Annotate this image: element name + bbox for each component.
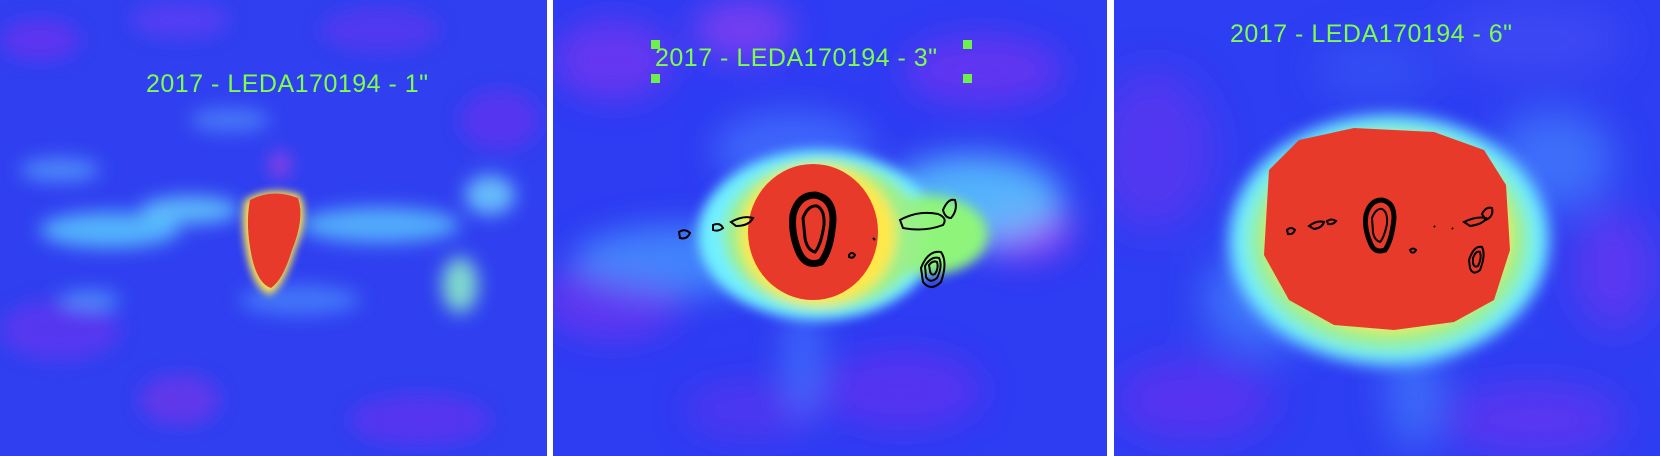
radio-map-3 bbox=[553, 0, 1107, 456]
source-peak bbox=[748, 164, 878, 300]
panel-title: 2017 - LEDA170194 - 1" bbox=[146, 70, 429, 98]
panel-title: 2017 - LEDA170194 - 6" bbox=[1230, 20, 1513, 48]
selection-handle[interactable] bbox=[651, 74, 660, 83]
noise-field bbox=[1114, 5, 1654, 455]
source-peak bbox=[247, 193, 301, 288]
radio-map-1 bbox=[0, 0, 547, 456]
panel-title: 2017 - LEDA170194 - 3" bbox=[655, 44, 938, 72]
contours bbox=[677, 191, 957, 288]
panel-3-arcsec: 2017 - LEDA170194 - 3" bbox=[553, 0, 1107, 456]
radio-map-6 bbox=[1114, 0, 1660, 456]
panel-1-arcsec: 2017 - LEDA170194 - 1" bbox=[0, 0, 547, 456]
noise-field bbox=[0, 2, 540, 445]
source-peak bbox=[1264, 128, 1510, 330]
selection-handle[interactable] bbox=[963, 74, 972, 83]
panel-6-arcsec: 2017 - LEDA170194 - 6" bbox=[1114, 0, 1660, 456]
contours bbox=[1285, 197, 1494, 274]
selection-handle[interactable] bbox=[963, 40, 972, 49]
selection-handle[interactable] bbox=[651, 40, 660, 49]
